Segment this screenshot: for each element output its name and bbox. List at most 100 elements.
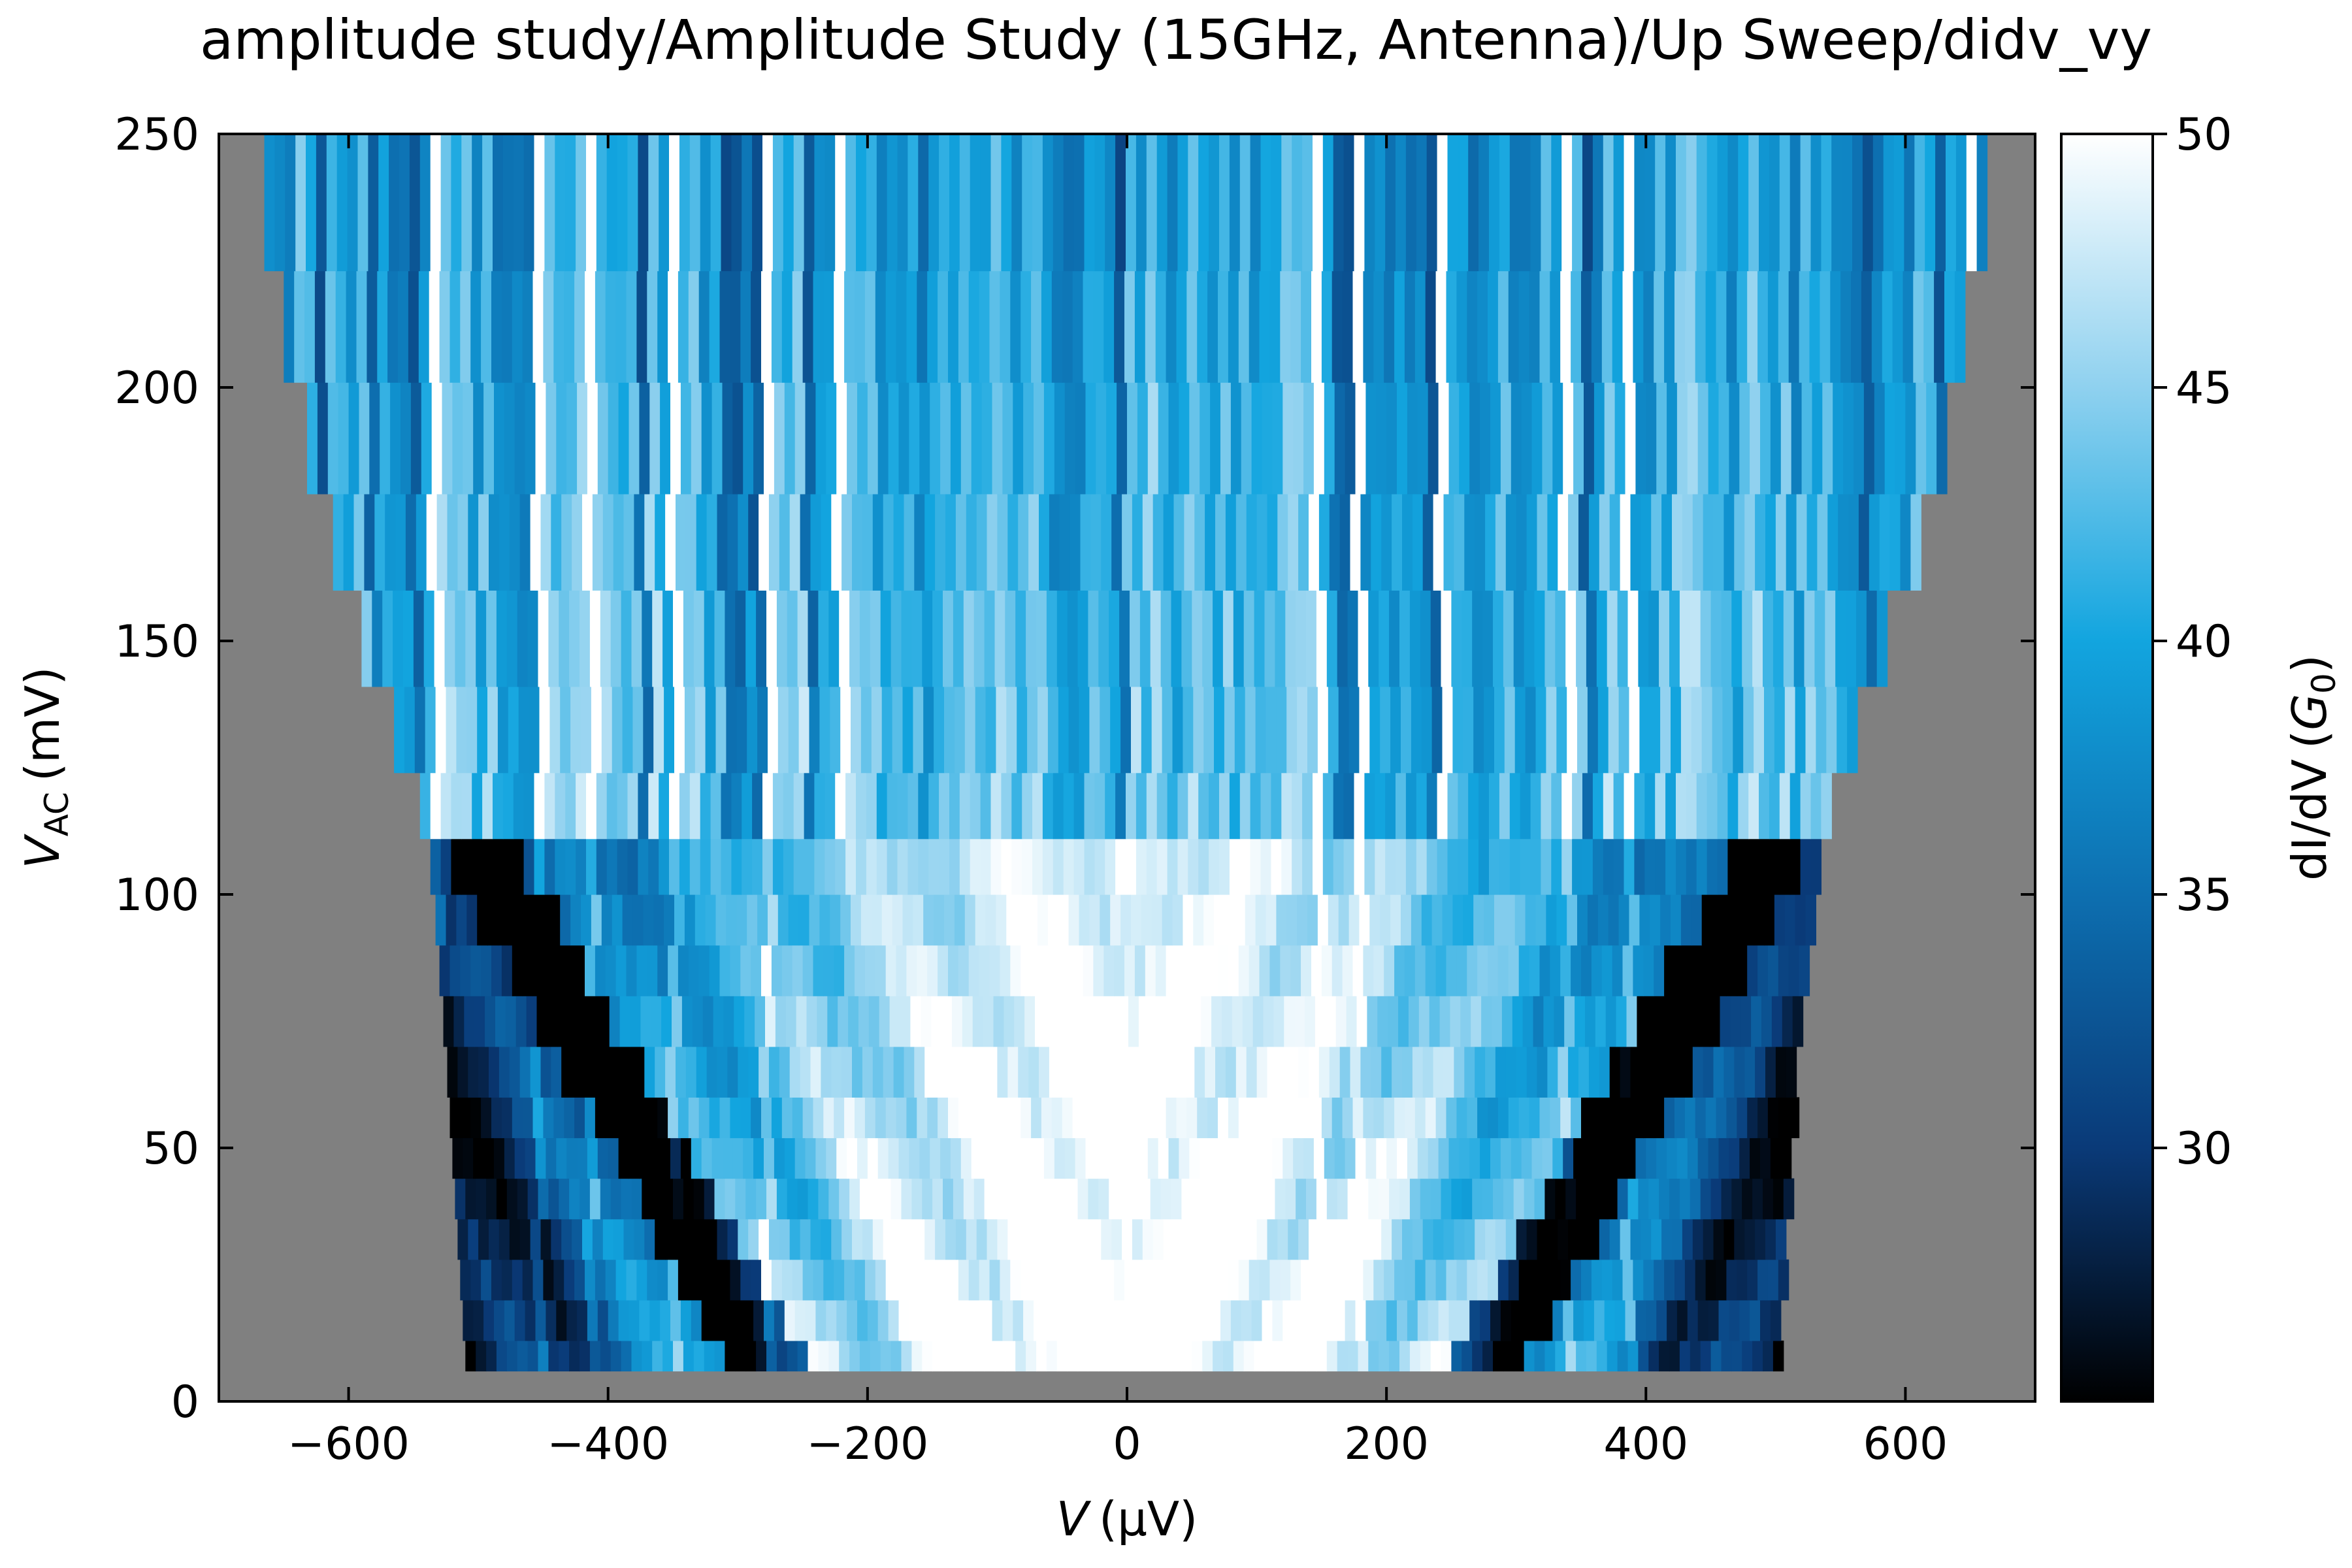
heatmap-cell	[540, 494, 551, 591]
heatmap-cell	[779, 1046, 791, 1098]
heatmap-cell	[1028, 1218, 1039, 1260]
heatmap-cell	[892, 894, 904, 946]
heatmap-cell	[1535, 686, 1546, 774]
heatmap-cell	[657, 270, 668, 383]
heatmap-cell	[473, 1299, 484, 1341]
heatmap-cell	[610, 1178, 622, 1220]
heatmap-cell	[1869, 494, 1880, 591]
heatmap-cell	[1721, 590, 1732, 687]
heatmap-cell	[1068, 686, 1080, 774]
heatmap-cell	[1285, 590, 1296, 687]
heatmap-cell	[1166, 270, 1177, 383]
heatmap-cell	[361, 590, 372, 687]
heatmap-cell	[1264, 1340, 1275, 1372]
heatmap-cell	[1617, 590, 1629, 687]
heatmap-cell	[400, 382, 412, 495]
heatmap-cell	[1018, 494, 1029, 591]
heatmap-cell	[527, 590, 539, 687]
heatmap-cell	[1676, 382, 1688, 495]
heatmap-cell	[792, 945, 804, 996]
heatmap-cell	[738, 494, 749, 591]
heatmap-cell	[1509, 772, 1521, 840]
heatmap-cell	[1633, 1097, 1644, 1139]
heatmap-cell	[1142, 494, 1154, 591]
heatmap-cell	[1796, 494, 1808, 591]
heatmap-cell	[581, 894, 592, 946]
heatmap-cell	[1103, 945, 1115, 996]
heatmap-cell	[772, 838, 784, 895]
heatmap-cell	[1246, 1046, 1258, 1098]
heatmap-cell	[513, 134, 525, 272]
heatmap-cell	[526, 996, 538, 1047]
x-axis-label: V (μV)	[1056, 1492, 1198, 1546]
heatmap-cell	[1331, 1259, 1343, 1301]
heatmap-cell	[1779, 134, 1791, 272]
heatmap-cell	[762, 838, 774, 895]
x-tick-label: 0	[1113, 1418, 1141, 1470]
heatmap-cell	[1654, 270, 1665, 383]
heatmap-cell	[1905, 382, 1916, 495]
colorbar-tick-label: 30	[2176, 1123, 2232, 1175]
heatmap-cell	[1954, 270, 1966, 383]
heatmap-cell	[1343, 772, 1355, 840]
heatmap-cell	[502, 772, 514, 840]
heatmap-cell	[1085, 382, 1096, 495]
heatmap-cell	[1202, 1178, 1213, 1220]
heatmap-cell	[449, 1097, 461, 1139]
heatmap-cell	[761, 1259, 772, 1301]
heatmap-cell	[852, 1046, 863, 1098]
heatmap-cell	[1122, 494, 1133, 591]
heatmap-cell	[1064, 382, 1076, 495]
heatmap-cell	[1800, 772, 1812, 840]
heatmap-cell	[1394, 1259, 1405, 1301]
heatmap-cell	[680, 382, 692, 495]
heatmap-cell	[752, 134, 763, 272]
heatmap-cell	[1389, 1178, 1400, 1220]
heatmap-cell	[1480, 382, 1491, 495]
heatmap-cell	[880, 1178, 892, 1220]
heatmap-cell	[1197, 945, 1208, 996]
heatmap-cell	[817, 996, 828, 1047]
heatmap-cell	[1389, 590, 1400, 687]
heatmap-cell	[1267, 1218, 1278, 1260]
heatmap-cell	[702, 996, 714, 1047]
heatmap-cell	[943, 1178, 954, 1220]
heatmap-cell	[1145, 1097, 1156, 1139]
heatmap-cell	[487, 686, 498, 774]
heatmap-cell	[1337, 1340, 1348, 1372]
heatmap-cell	[1688, 996, 1700, 1047]
heatmap-cell	[605, 945, 617, 996]
heatmap-cell	[1481, 996, 1492, 1047]
heatmap-cell	[1651, 494, 1662, 591]
heatmap-cell	[1425, 270, 1437, 383]
heatmap-cell	[897, 838, 908, 895]
heatmap-cell	[871, 686, 883, 774]
heatmap-cell	[1230, 1299, 1242, 1341]
heatmap-cell	[1309, 494, 1320, 591]
heatmap-cell	[1765, 1046, 1776, 1098]
heatmap-cell	[883, 1218, 894, 1260]
heatmap-cell	[468, 1046, 479, 1098]
heatmap-cell	[1249, 1259, 1260, 1301]
heatmap-cell	[917, 1097, 928, 1139]
heatmap-cell	[779, 1218, 791, 1260]
heatmap-cell	[918, 772, 929, 840]
heatmap-cell	[1315, 996, 1326, 1047]
heatmap-cell	[1428, 1137, 1439, 1179]
heatmap-cell	[1354, 772, 1365, 840]
heatmap-cell	[888, 382, 900, 495]
heatmap-cell	[585, 270, 596, 383]
heatmap-cell	[1420, 1340, 1431, 1372]
heatmap-cell	[651, 996, 662, 1047]
heatmap-cell	[1155, 270, 1167, 383]
heatmap-cell	[1126, 838, 1137, 895]
heatmap-cell	[1309, 1046, 1320, 1098]
heatmap-cell	[1369, 894, 1380, 946]
heatmap-cell	[1241, 1137, 1252, 1179]
heatmap-cell	[1002, 1299, 1013, 1341]
heatmap-cell	[1472, 1178, 1483, 1220]
heatmap-cell	[964, 686, 976, 774]
heatmap-cell	[491, 945, 502, 996]
heatmap-cell	[1478, 134, 1490, 272]
heatmap-cell	[1946, 134, 1957, 272]
